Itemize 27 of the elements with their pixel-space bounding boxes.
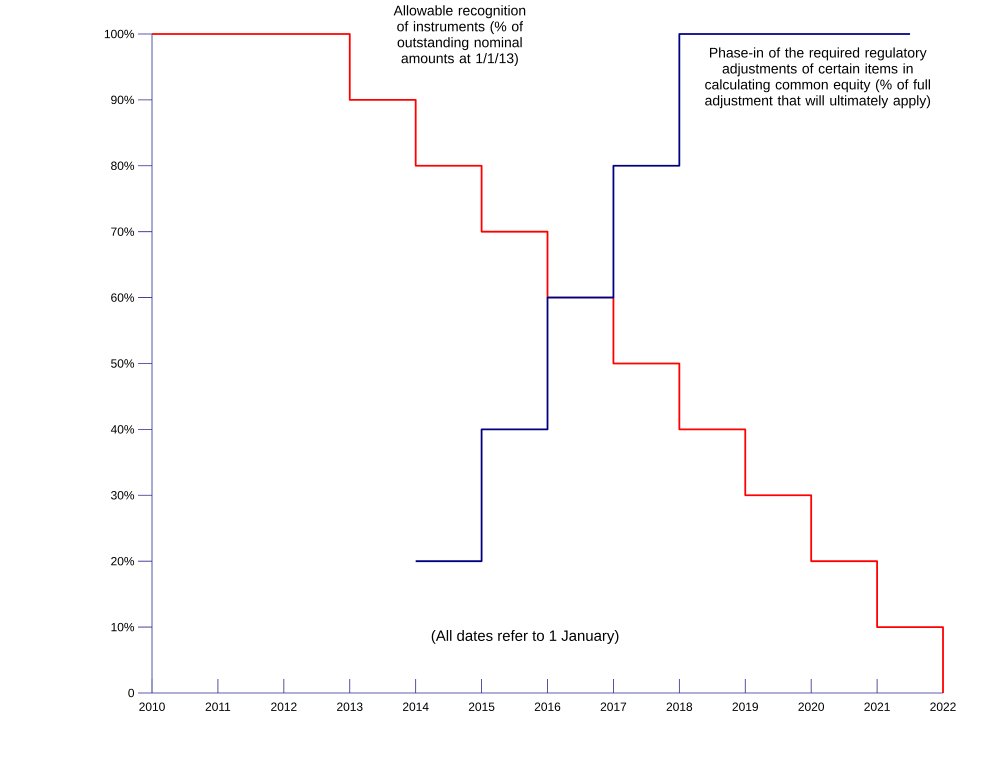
series-label: Phase-in of the required regulatory adjustments of certain items in calculating common equity (% of full adjustment that will ultimately apply)	[705, 47, 930, 108]
y-tick-label: 0	[128, 688, 134, 698]
x-tick-label: 2020	[798, 702, 824, 711]
y-tick-label: 30%	[111, 491, 134, 500]
x-tick-label: 2012	[271, 702, 297, 711]
annotation: (All dates refer to 1 January)	[432, 630, 618, 644]
y-tick-label: 100%	[104, 30, 134, 38]
y-tick-label: 70%	[111, 227, 134, 236]
x-tick-label: 2015	[468, 702, 494, 711]
x-tick-label: 2022	[930, 702, 956, 711]
x-tick-label: 2011	[206, 702, 230, 711]
text: Allowable recognition of instruments (% of outstanding nominal amounts at 1/1/13)	[394, 5, 526, 66]
y-tick-label: 10%	[111, 622, 134, 632]
x-tick-label: 2021	[864, 702, 890, 711]
x-tick-label: 2014	[402, 702, 429, 711]
y-tick-label: 80%	[111, 162, 134, 170]
y-tick-label: 50%	[111, 359, 134, 368]
x-tick-label: 2013	[337, 702, 363, 711]
y-tick-label: 40%	[110, 425, 134, 434]
y-tick-label: 60%	[111, 293, 134, 302]
x-tick-label: 2017	[600, 702, 626, 711]
y-tick-label: 20%	[111, 556, 134, 566]
x-tick-label: 2010	[139, 702, 165, 711]
y-tick-label: 90%	[111, 96, 134, 104]
x-tick-label: 2019	[732, 702, 758, 711]
x-tick-label: 2018	[666, 702, 692, 711]
x-tick-label: 2016	[534, 702, 560, 711]
